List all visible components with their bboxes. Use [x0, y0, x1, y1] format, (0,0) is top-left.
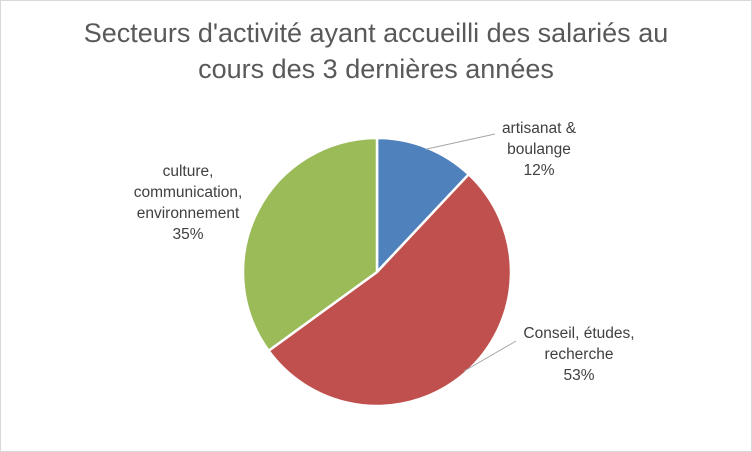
slice-label-culture: culture, communication, environnement 35… [113, 161, 263, 245]
leader-line [464, 340, 517, 372]
slice-label-conseil: Conseil, études, recherche 53% [504, 323, 654, 386]
slice-label-artisanat: artisanat & boulange 12% [479, 118, 599, 181]
chart-title-line-2: cours des 3 dernières années [198, 54, 554, 84]
slice-label-line: artisanat & [501, 120, 577, 137]
slice-value-label: 53% [563, 367, 595, 384]
slice-value-label: 35% [172, 226, 204, 243]
pie-slice [241, 136, 379, 353]
slice-label-line: boulange [507, 141, 571, 158]
pie-slice [267, 173, 513, 408]
leader-line [425, 133, 496, 150]
pie-slice [375, 136, 470, 274]
chart-title-line-1: Secteurs d'activité ayant accueilli des … [83, 18, 669, 48]
slice-label-line: communication, [133, 184, 243, 201]
slice-label-line: Conseil, études, [523, 325, 635, 342]
slice-label-line: environnement [136, 205, 240, 222]
chart-title: Secteurs d'activité ayant accueilli des … [1, 15, 751, 87]
slice-value-label: 12% [523, 162, 555, 179]
slice-label-line: recherche [544, 346, 614, 363]
slice-label-line: culture, [162, 163, 214, 180]
